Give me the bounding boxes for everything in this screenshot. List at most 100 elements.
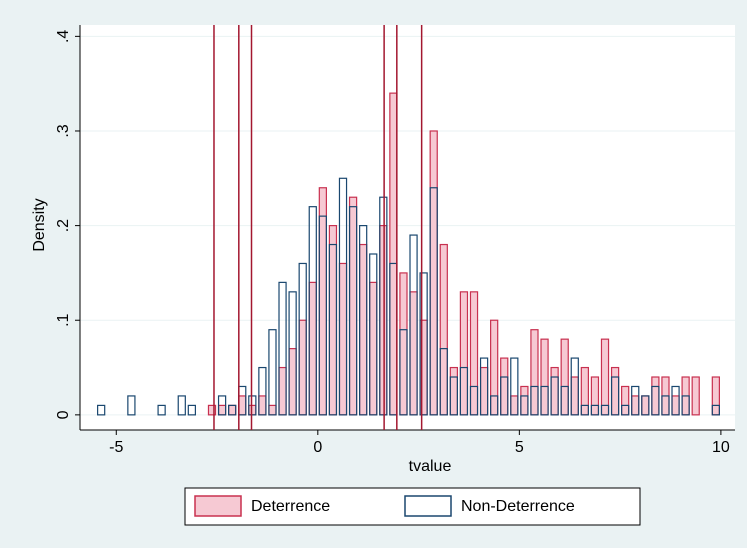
bar <box>641 395 650 416</box>
bar <box>530 385 539 416</box>
bar <box>469 291 479 416</box>
bar <box>217 404 227 416</box>
bar <box>681 395 690 416</box>
bar <box>459 291 469 416</box>
bar <box>510 395 519 416</box>
bar <box>631 395 640 416</box>
bar <box>621 404 630 416</box>
bar <box>651 385 660 416</box>
bar <box>600 404 610 416</box>
bar <box>500 376 509 416</box>
bar <box>429 187 438 416</box>
bar <box>369 253 378 416</box>
bar <box>621 385 630 416</box>
legend-label: Non-Deterrence <box>461 498 575 515</box>
bar <box>369 281 378 416</box>
bar <box>510 357 519 416</box>
bar <box>560 385 569 416</box>
bar <box>520 385 529 416</box>
bar <box>348 196 358 416</box>
bar <box>419 272 428 416</box>
x-tick-label: -5 <box>109 439 123 456</box>
bar <box>177 395 186 416</box>
bar <box>318 215 327 416</box>
bar <box>651 376 660 416</box>
bar <box>540 338 549 416</box>
bar <box>399 272 408 416</box>
legend-swatch <box>194 495 242 517</box>
bar <box>338 262 348 416</box>
bar <box>288 291 297 416</box>
bar <box>389 92 398 416</box>
bar <box>500 357 509 416</box>
bar <box>359 243 368 416</box>
bar <box>379 196 388 416</box>
bar <box>661 395 670 416</box>
bar <box>268 329 277 416</box>
bar <box>439 243 448 416</box>
bar <box>530 329 539 416</box>
bar <box>359 225 368 416</box>
bar <box>298 262 307 416</box>
bar <box>459 366 469 416</box>
bar <box>298 319 307 416</box>
bar <box>540 385 549 416</box>
bar <box>338 177 348 416</box>
bar <box>157 404 166 416</box>
bar <box>97 404 106 416</box>
y-axis-label: Density <box>31 198 48 251</box>
bar <box>590 404 600 416</box>
legend-label: Deterrence <box>251 498 330 515</box>
bar <box>248 404 257 416</box>
bar <box>550 376 559 416</box>
bar <box>278 366 287 416</box>
y-tick-label: .4 <box>55 30 72 43</box>
bar <box>490 319 499 416</box>
bar <box>268 404 277 416</box>
bar <box>308 281 317 416</box>
legend <box>184 487 641 526</box>
bar <box>449 366 458 416</box>
bar <box>288 348 297 416</box>
bar <box>308 206 317 416</box>
bar <box>228 404 237 416</box>
bar <box>328 243 338 416</box>
bar <box>479 366 489 416</box>
bar <box>238 395 247 416</box>
bar <box>439 348 448 416</box>
y-tick-label: 0 <box>55 410 72 419</box>
bar <box>560 338 569 416</box>
bar <box>520 395 529 416</box>
bar <box>187 404 196 416</box>
bar <box>127 395 136 416</box>
bar <box>278 281 287 416</box>
bar <box>409 234 418 416</box>
bar <box>469 385 479 416</box>
bar <box>449 376 458 416</box>
bar <box>550 366 559 416</box>
bar <box>610 376 620 416</box>
bar <box>590 376 600 416</box>
bar <box>580 404 589 416</box>
legend-swatch <box>404 495 452 517</box>
bar <box>409 291 418 416</box>
x-axis-label: tvalue <box>409 458 452 475</box>
bar <box>711 376 720 416</box>
bar <box>570 376 579 416</box>
y-tick-label: .1 <box>55 313 72 326</box>
bar <box>570 357 579 416</box>
bar <box>379 225 388 416</box>
bar <box>318 187 327 416</box>
bar <box>207 404 217 416</box>
bar <box>248 395 257 416</box>
bar <box>258 366 267 416</box>
bar <box>641 395 650 416</box>
y-tick-label: .2 <box>55 219 72 232</box>
bar <box>429 130 438 416</box>
bar <box>671 385 680 416</box>
x-tick-label: 10 <box>712 439 730 456</box>
bar <box>228 404 237 416</box>
bar <box>610 366 620 416</box>
bar <box>671 395 680 416</box>
